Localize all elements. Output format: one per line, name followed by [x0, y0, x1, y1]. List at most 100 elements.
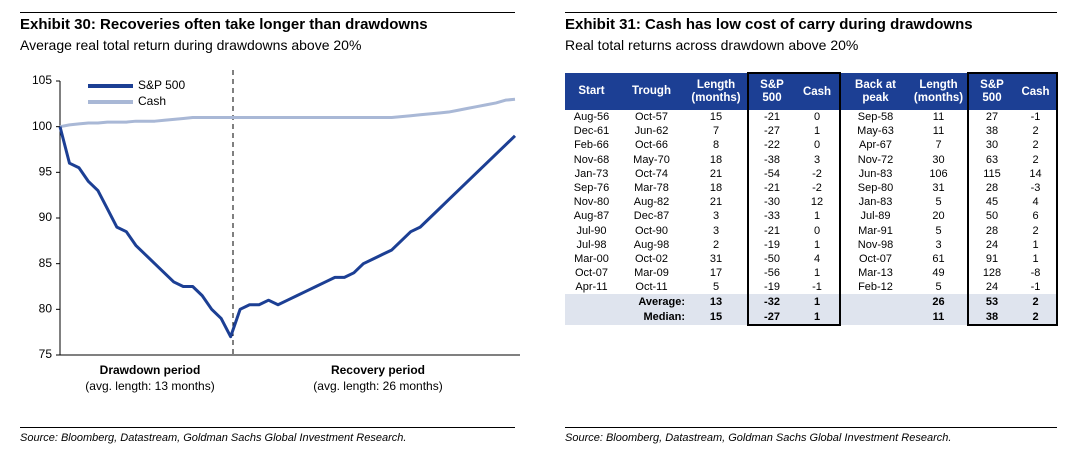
top-rule [565, 12, 1057, 13]
table-cell: 5 [935, 196, 942, 209]
table-cell: Mar-13 [858, 267, 893, 280]
table-cell: 8 [712, 139, 720, 152]
summary-cell: 26 [910, 294, 968, 310]
column-header: Cash [1015, 72, 1058, 110]
table-cell: Mar-78 [634, 182, 669, 195]
table-cell: Apr-11 [575, 281, 608, 294]
table-cell: 18 [709, 153, 723, 166]
table-cell: 1 [795, 237, 841, 252]
table-row: Nov-80 Aug-82 21 -30 12 Jan-83 5 45 4 [565, 195, 1058, 210]
table-cell: Dec-87 [633, 210, 670, 223]
top-rule [20, 12, 515, 13]
table-cell: 21 [709, 167, 723, 180]
summary-row: Median: 15 -27 1 11 38 2 [565, 309, 1058, 327]
summary-cell: 1 [795, 294, 841, 310]
table-cell: 24 [967, 280, 1015, 295]
y-tick-label: 90 [39, 210, 53, 224]
summary-cell: -27 [747, 309, 795, 327]
y-tick-label: 100 [32, 119, 52, 133]
table-cell: -19 [747, 237, 795, 252]
chart: 75 80 85 90 95 100 105 S&P 500 Cash [32, 70, 520, 360]
table-cell: -2 [795, 166, 841, 181]
table-cell: 115 [967, 166, 1015, 181]
summary-cell: 1 [795, 309, 841, 327]
table-row: Jan-73 Oct-74 21 -54 -2 Jun-83 106 115 14 [565, 166, 1058, 181]
table-cell: Oct-02 [634, 252, 668, 265]
table-cell: 15 [709, 111, 723, 124]
table-cell: Feb-66 [574, 139, 609, 152]
table-cell: -1 [795, 280, 841, 295]
source: Source: Bloomberg, Datastream, Goldman S… [565, 432, 952, 444]
table-cell: 3 [795, 152, 841, 167]
legend-label: S&P 500 [138, 78, 185, 92]
column-header: Length (months) [685, 73, 748, 110]
table-cell: -33 [747, 209, 795, 224]
bottom-rule [20, 427, 515, 428]
summary-cell: 53 [967, 294, 1015, 310]
table-cell: 31 [709, 252, 723, 265]
legend-label: Cash [138, 94, 166, 108]
table-cell: 2 [1015, 223, 1058, 238]
column-header: Cash [795, 72, 841, 110]
table-row: Aug-87 Dec-87 3 -33 1 Jul-89 20 50 6 [565, 209, 1058, 224]
table-cell: -3 [1015, 180, 1058, 196]
table-cell: -56 [747, 266, 795, 281]
table-cell: 38 [967, 124, 1015, 139]
table-cell: -27 [747, 124, 795, 139]
table-cell: Sep-80 [857, 182, 894, 195]
table-cell: 24 [967, 237, 1015, 252]
table-cell: Oct-66 [634, 139, 668, 152]
table-cell: 1 [795, 124, 841, 139]
line-series [59, 97, 516, 129]
column-header: S&P 500 [967, 72, 1015, 110]
column-header: Trough [618, 73, 685, 110]
table-row: Apr-11 Oct-11 5 -19 -1 Feb-12 5 24 -1 [565, 280, 1058, 295]
table-row: Nov-68 May-70 18 -38 3 Nov-72 30 63 2 [565, 152, 1058, 167]
table-cell: 1 [795, 209, 841, 224]
table-row: Jul-98 Aug-98 2 -19 1 Nov-98 3 24 1 [565, 237, 1058, 252]
table-cell: 30 [932, 153, 945, 166]
table-cell: -54 [747, 166, 795, 181]
table-cell: 49 [932, 267, 945, 280]
summary-cell: 13 [685, 294, 748, 310]
table-cell: -21 [747, 110, 795, 125]
annotation: (avg. length: 13 months) [85, 379, 215, 393]
table-cell: Oct-11 [635, 281, 668, 294]
table-cell: Oct-90 [634, 224, 668, 237]
table-cell: Mar-09 [634, 267, 669, 280]
table-cell: 28 [967, 223, 1015, 238]
table-cell: 91 [967, 251, 1015, 267]
blank-cell [840, 294, 910, 310]
table-title: Exhibit 31: Cash has low cost of carry d… [565, 16, 973, 33]
column-header: Back at peak [840, 73, 910, 110]
table-cell: 11 [932, 111, 945, 124]
table-cell: -38 [747, 152, 795, 167]
table-cell: Oct-57 [634, 111, 668, 124]
table-cell: 12 [795, 195, 841, 210]
table-cell: Feb-12 [858, 281, 893, 294]
table-subtitle: Real total returns across drawdown above… [565, 37, 859, 53]
table-cell: 3 [712, 224, 720, 237]
table-cell: -50 [747, 251, 795, 267]
annotation: Recovery period [330, 363, 426, 377]
summary-cell: 2 [1015, 309, 1058, 327]
table-cell: Aug-98 [633, 238, 670, 251]
table-row: Oct-07 Mar-09 17 -56 1 Mar-13 49 128 -8 [565, 266, 1058, 281]
line-series [58, 126, 517, 339]
column-header: S&P 500 [747, 72, 795, 110]
table-cell: Aug-87 [573, 210, 610, 223]
y-tick-label: 105 [32, 73, 52, 87]
table-row: Mar-00 Oct-02 31 -50 4 Oct-07 61 91 1 [565, 251, 1058, 267]
table-row: Aug-56 Oct-57 15 -21 0 Sep-58 11 27 -1 [565, 110, 1058, 125]
table-cell: 128 [967, 266, 1015, 281]
table-cell: Sep-58 [857, 111, 894, 124]
table-cell: Nov-98 [857, 238, 894, 251]
table-cell: 20 [932, 210, 945, 223]
table-cell: -19 [747, 280, 795, 295]
table-cell: -21 [747, 180, 795, 196]
table-cell: 27 [967, 110, 1015, 125]
table-cell: Oct-07 [858, 252, 892, 265]
blank-cell [840, 309, 910, 326]
table-cell: Nov-72 [857, 153, 894, 166]
